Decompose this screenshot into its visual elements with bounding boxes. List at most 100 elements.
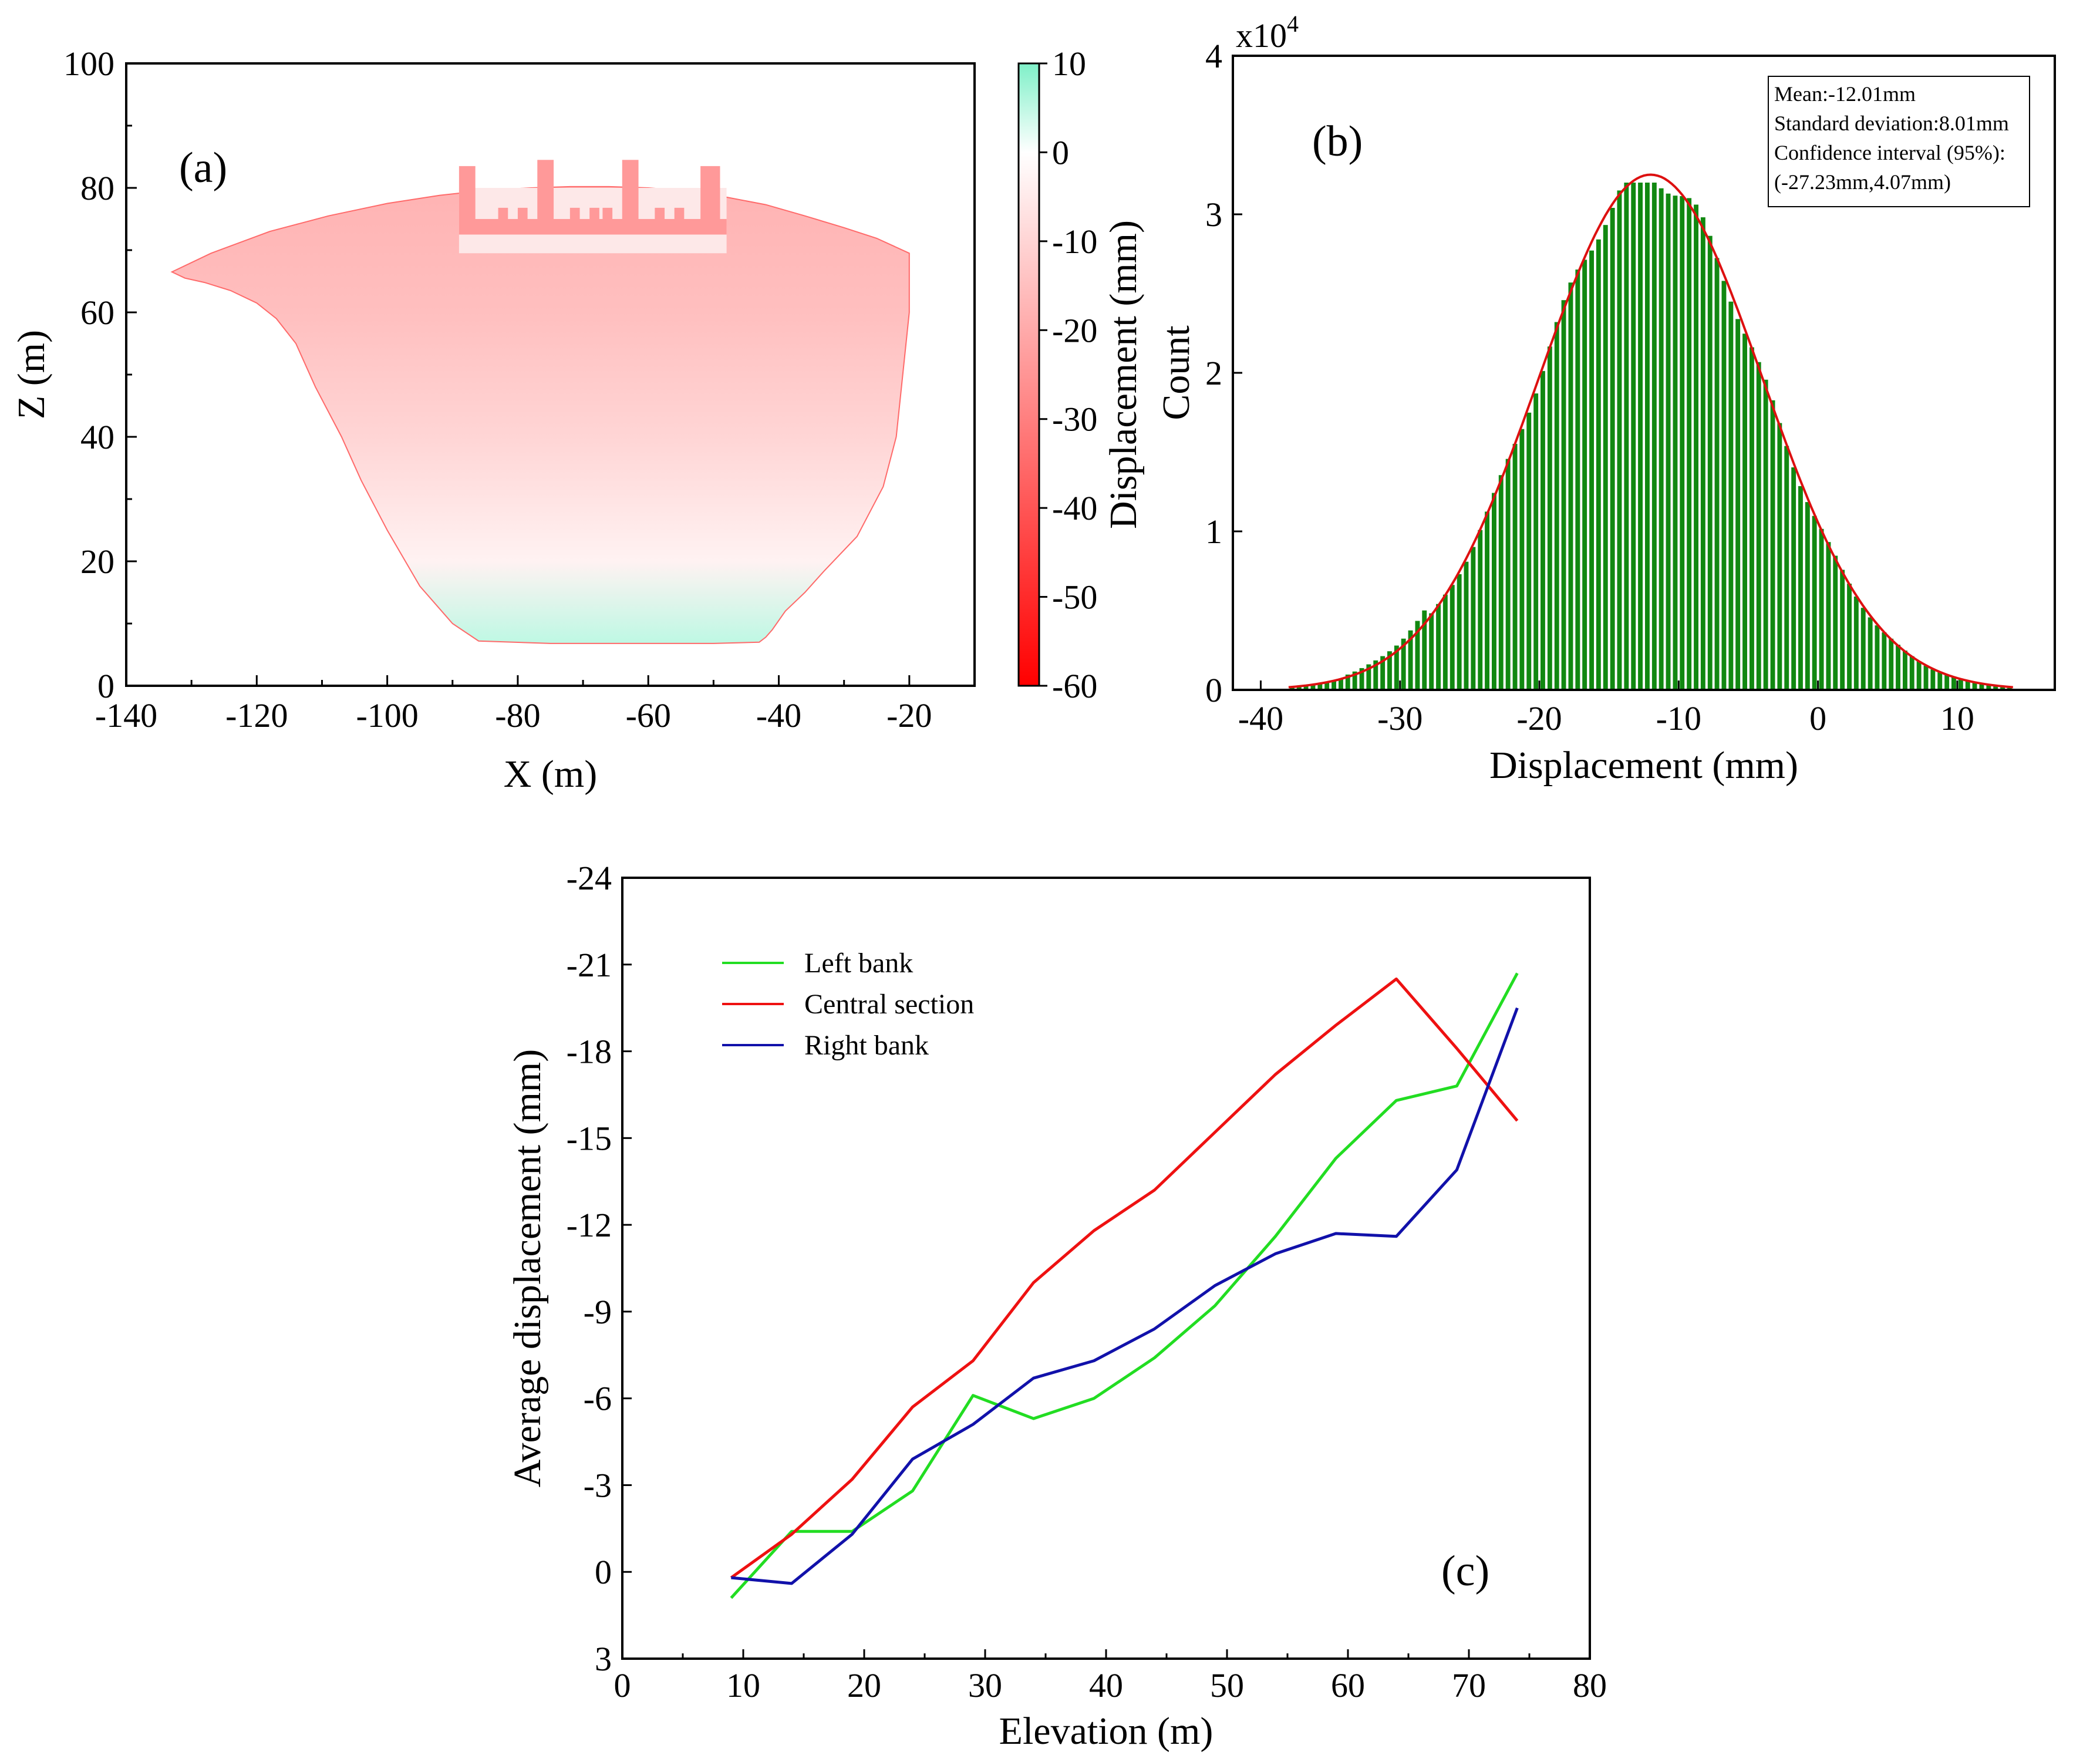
crest-tower-2	[622, 160, 639, 219]
histogram-bar	[1638, 183, 1643, 690]
normal-fit-curve	[1288, 173, 2013, 689]
legend-label-left-bank: Left bank	[804, 948, 913, 979]
y-tick-label: -18	[567, 1033, 612, 1071]
count-multiplier: x104	[1236, 11, 1299, 55]
histogram-bar	[1833, 555, 1838, 690]
histogram-bar	[1575, 269, 1580, 690]
histogram-bar	[1742, 333, 1747, 690]
legend: Left bank Central section Right bank	[722, 948, 974, 1061]
histogram-bar	[1387, 651, 1392, 690]
histogram-bar	[1554, 322, 1559, 690]
stats-box-frame	[1768, 76, 2030, 207]
histogram-bar	[1366, 664, 1371, 690]
series-lines	[730, 972, 1519, 1599]
histogram-bar	[1512, 444, 1518, 690]
y-tick-label: 80	[80, 169, 114, 207]
histogram-bar	[1373, 660, 1378, 690]
y-tick-label: 100	[63, 45, 114, 83]
histogram-bar	[1317, 683, 1323, 690]
dam-surface	[170, 186, 910, 644]
x-tick-label: 40	[1089, 1666, 1123, 1704]
y-tick-label: 4	[1205, 37, 1222, 75]
histogram-bar	[1840, 570, 1845, 690]
colorbar	[1017, 62, 1040, 687]
y-tick-label: 3	[1205, 196, 1222, 234]
histogram-bar	[1687, 198, 1692, 690]
histogram-bar	[1617, 190, 1622, 690]
histogram-bar	[1666, 193, 1671, 690]
series-line-central-section	[730, 977, 1519, 1579]
crest-merlon-1	[517, 207, 528, 219]
crest-merlon-4	[602, 207, 613, 219]
histogram-bar	[1930, 669, 1936, 690]
histogram-bar	[1763, 379, 1768, 690]
panel-c-frame	[621, 877, 1591, 1660]
histogram-bar	[1429, 613, 1434, 690]
histogram-bar	[1415, 621, 1420, 690]
y-tick-label: 40	[80, 418, 114, 456]
histogram-bar	[1721, 281, 1727, 690]
histogram-bar	[1645, 183, 1650, 690]
x-tick-label: -100	[356, 696, 418, 735]
panel-a-x-ticks: -140 -120 -100 -80 -60 -40 -20	[95, 675, 932, 735]
histogram-bar	[1979, 683, 1984, 690]
histogram-bar	[1826, 542, 1831, 690]
histogram-bar	[1770, 400, 1775, 690]
histogram-bar	[1812, 516, 1817, 690]
y-tick-label: 20	[80, 543, 114, 581]
histogram-bar	[1903, 651, 1907, 690]
y-tick-label: 60	[80, 294, 114, 332]
crest-deck	[459, 219, 727, 235]
histogram-bar	[1303, 685, 1309, 690]
histogram-bar	[1380, 656, 1386, 690]
histogram-bar	[1624, 183, 1629, 690]
colorbar-label: Displacement (mm)	[1102, 220, 1145, 529]
y-tick-label: 1	[1205, 513, 1222, 551]
histogram-bar	[1332, 680, 1336, 690]
x-tick-label: 10	[1940, 699, 1974, 737]
x-tick-label: 20	[847, 1666, 881, 1704]
crest-structure	[459, 160, 727, 254]
histogram-bar	[1422, 610, 1427, 690]
histogram-bar	[1519, 429, 1525, 690]
histogram-bar	[1847, 584, 1852, 690]
histogram-bar	[1798, 486, 1803, 690]
x-tick-label: -40	[1238, 699, 1283, 737]
colorbar-tick-label: 0	[1052, 133, 1069, 171]
panel-a-y-ticks: 0 20 40 60 80 100	[63, 45, 137, 705]
stats-box: Mean:-12.01mm Standard deviation:8.01mm …	[1768, 76, 2030, 207]
panel-b-y-label: Count	[1155, 325, 1198, 420]
histogram-bar	[1359, 668, 1364, 690]
panel-c-y-label: Average displacement (mm)	[506, 1049, 549, 1487]
x-tick-label: -120	[225, 696, 288, 735]
histogram-bar	[1596, 239, 1601, 690]
histogram-bar	[1339, 679, 1343, 690]
y-tick-label: -9	[584, 1293, 612, 1331]
histogram-bar	[1728, 301, 1734, 690]
histogram-bar	[2007, 687, 2012, 690]
stat-std: Standard deviation:8.01mm	[1774, 112, 2009, 135]
panel-b-y-ticks: 0 1 2 3 4	[1205, 37, 1242, 709]
histogram-bar	[1750, 347, 1754, 690]
colorbar-tick-label: -30	[1052, 400, 1097, 439]
histogram-bar	[1853, 597, 1859, 690]
histogram-bar	[1533, 393, 1539, 690]
x-tick-label: 70	[1452, 1666, 1486, 1704]
x-tick-label: -30	[1377, 699, 1423, 737]
histogram-bar	[1916, 661, 1922, 690]
panel-c-x-ticks: 0 10 20 30 40 50 60 70 80	[614, 1649, 1607, 1704]
crest-merlon-0	[498, 207, 508, 219]
histogram-bar	[1875, 625, 1880, 690]
colorbar-tick-label: -20	[1052, 311, 1097, 349]
y-tick-label: 0	[97, 667, 114, 705]
y-tick-label: 0	[595, 1553, 612, 1591]
stat-mean: Mean:-12.01mm	[1774, 82, 1916, 106]
histogram-bar	[1700, 217, 1705, 690]
colorbar-ticks: 10 0 -10 -20 -30 -40 -50 -60	[1039, 45, 1097, 705]
colorbar-tick-label: -50	[1052, 578, 1097, 616]
histogram-bar	[1673, 196, 1678, 690]
histogram-bar	[1603, 225, 1608, 690]
y-tick-label: -6	[584, 1380, 612, 1418]
